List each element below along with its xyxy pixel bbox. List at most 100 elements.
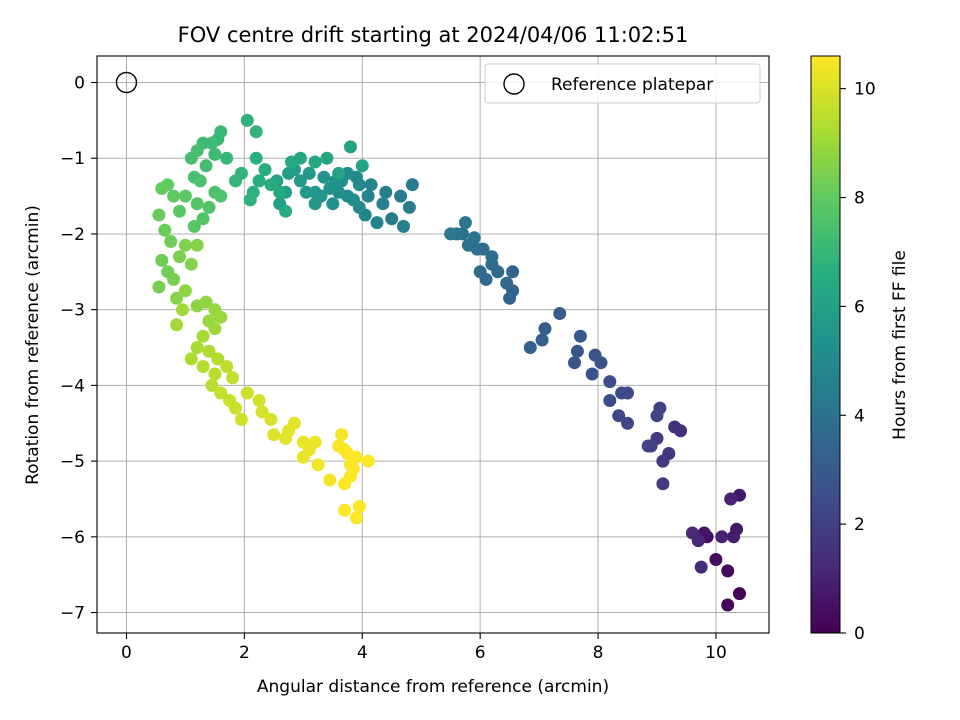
data-point bbox=[397, 219, 410, 233]
data-point bbox=[721, 598, 735, 612]
data-point bbox=[173, 204, 186, 218]
y-tick-label: −2 bbox=[60, 225, 85, 245]
data-point bbox=[164, 235, 178, 248]
data-point bbox=[535, 333, 549, 347]
data-point bbox=[506, 265, 520, 279]
data-point bbox=[199, 295, 213, 309]
data-point bbox=[346, 462, 360, 476]
data-point bbox=[370, 216, 384, 230]
data-point bbox=[229, 174, 242, 188]
data-point bbox=[302, 443, 316, 457]
data-point bbox=[220, 151, 234, 165]
data-points bbox=[152, 113, 746, 612]
colorbar-tick-label: 4 bbox=[854, 406, 865, 426]
colorbar: 0 2 4 6 8 10 Hours from first FF file bbox=[810, 55, 910, 644]
y-tick-label: −5 bbox=[60, 452, 85, 472]
data-point bbox=[709, 553, 723, 566]
reference-marker bbox=[115, 71, 138, 94]
colorbar-label: Hours from first FF file bbox=[890, 250, 910, 440]
data-point bbox=[724, 492, 738, 506]
data-point bbox=[656, 477, 670, 491]
data-point bbox=[323, 473, 337, 487]
y-tick-label: 0 bbox=[74, 74, 85, 94]
data-point bbox=[190, 341, 204, 354]
data-point bbox=[255, 405, 269, 419]
data-point bbox=[458, 216, 472, 230]
data-point bbox=[178, 189, 192, 203]
data-point bbox=[220, 360, 234, 373]
data-point bbox=[553, 307, 567, 320]
data-point bbox=[570, 344, 584, 358]
data-point bbox=[568, 356, 581, 370]
data-point bbox=[285, 155, 298, 169]
data-point bbox=[361, 189, 375, 203]
y-tick-label: −1 bbox=[60, 149, 85, 169]
data-point bbox=[641, 439, 655, 453]
data-point bbox=[323, 182, 337, 195]
y-tick-label: −3 bbox=[60, 301, 85, 321]
data-point bbox=[178, 238, 192, 252]
data-point bbox=[467, 231, 481, 245]
data-point bbox=[402, 200, 416, 214]
data-point bbox=[694, 560, 708, 574]
data-point bbox=[214, 386, 228, 400]
data-point bbox=[379, 185, 393, 199]
colorbar-tick-label: 6 bbox=[854, 297, 865, 317]
data-point bbox=[214, 125, 228, 139]
data-point bbox=[202, 200, 216, 214]
data-point bbox=[355, 159, 369, 173]
colorbar-tick-label: 2 bbox=[854, 515, 865, 535]
data-point bbox=[208, 147, 222, 161]
x-tick-label: 0 bbox=[121, 643, 132, 663]
data-point bbox=[503, 291, 517, 305]
data-point bbox=[338, 503, 352, 517]
data-point bbox=[264, 178, 278, 192]
data-point bbox=[176, 303, 189, 317]
data-point bbox=[170, 318, 184, 332]
data-point bbox=[152, 280, 166, 294]
y-tick-label: −4 bbox=[60, 376, 85, 396]
data-point bbox=[485, 250, 499, 264]
data-point bbox=[279, 204, 293, 218]
data-point bbox=[299, 185, 313, 199]
data-point bbox=[361, 454, 375, 468]
data-point bbox=[196, 212, 210, 226]
data-point bbox=[282, 166, 296, 180]
data-point bbox=[335, 428, 349, 442]
data-point bbox=[500, 276, 514, 290]
data-point bbox=[184, 352, 198, 366]
data-point bbox=[394, 189, 408, 203]
data-point bbox=[190, 197, 204, 211]
colorbar-gradient bbox=[810, 55, 841, 634]
data-point bbox=[155, 253, 169, 267]
data-point bbox=[603, 375, 617, 389]
data-point bbox=[196, 360, 210, 373]
data-point bbox=[685, 526, 699, 540]
data-point bbox=[193, 174, 207, 188]
data-point bbox=[302, 166, 316, 180]
data-point bbox=[573, 329, 587, 343]
data-point bbox=[184, 151, 198, 165]
y-axis-label: Rotation from reference (arcmin) bbox=[23, 205, 43, 485]
data-point bbox=[615, 386, 629, 400]
data-point bbox=[650, 409, 664, 423]
grid bbox=[97, 56, 769, 633]
plot-frame bbox=[96, 55, 770, 634]
data-point bbox=[229, 401, 242, 415]
data-point bbox=[155, 182, 169, 195]
data-point bbox=[267, 428, 281, 442]
data-point bbox=[214, 310, 228, 324]
colorbar-tick-label: 8 bbox=[854, 189, 865, 209]
y-axis: 0 −1 −2 −3 −4 −5 −6 −7 bbox=[60, 74, 97, 624]
legend: Reference platepar bbox=[484, 63, 761, 104]
data-point bbox=[196, 329, 210, 343]
data-point bbox=[317, 170, 331, 184]
x-tick-label: 10 bbox=[705, 643, 727, 663]
data-point bbox=[190, 238, 204, 252]
data-point bbox=[208, 322, 222, 336]
data-point bbox=[621, 416, 634, 430]
data-point bbox=[364, 178, 378, 192]
data-point bbox=[656, 454, 670, 468]
data-point bbox=[214, 189, 228, 203]
